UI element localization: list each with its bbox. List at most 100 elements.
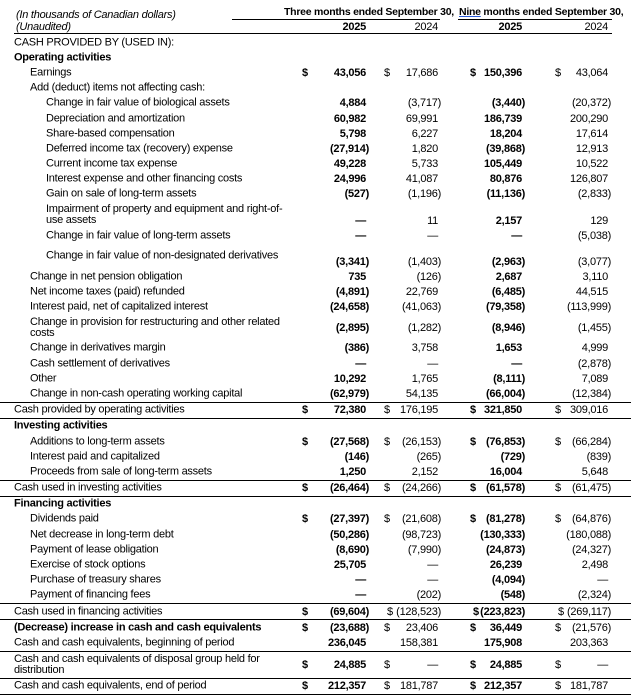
row-label: CASH PROVIDED BY (USED IN): (14, 36, 174, 49)
row-label: Gain on sale of long-term assets (46, 187, 197, 200)
cell-value: (2,324) (577, 589, 611, 602)
cell-value: — (355, 574, 366, 587)
cell-value: 321,850 (483, 404, 522, 417)
currency-symbol: $ (470, 435, 476, 448)
cell-value: (66,004) (486, 387, 525, 400)
cell-value: (269,117) (566, 605, 611, 618)
currency-symbol: $ (558, 605, 564, 618)
table-row: Deferred income tax (recovery) expense (2… (0, 141, 631, 156)
table-row: Depreciation and amortization 60,982 69,99… (0, 111, 631, 126)
cell-value: (1,196) (407, 188, 441, 201)
currency-symbol: $ (555, 513, 561, 526)
currency-symbol: $ (384, 435, 390, 448)
row-label: Investing activities (14, 419, 108, 432)
cell-value: — (597, 658, 608, 671)
row-label: Interest paid and capitalized (30, 450, 160, 463)
cell-value: (3,077) (577, 256, 611, 269)
cell-value: 309,016 (569, 404, 608, 417)
table-row: Change in provision for restructuring an… (0, 315, 631, 341)
cell-value: 212,357 (327, 680, 366, 693)
cell-value: 26,239 (489, 559, 522, 572)
table-row: Net income taxes (paid) refunded (4,891) 2… (0, 284, 631, 299)
cell-value: — (355, 589, 366, 602)
row-label: Operating activities (14, 51, 112, 64)
table-row: CASH PROVIDED BY (USED IN): (0, 35, 631, 50)
cell-value: — (427, 574, 438, 587)
table-row: Net decrease in long-term debt (50,286) (9… (0, 527, 631, 542)
currency-symbol: $ (302, 482, 308, 495)
table-row: Gain on sale of long-term assets (527) (1,… (0, 187, 631, 202)
row-label: Change in fair value of non-designated d… (46, 249, 279, 262)
cell-value: (2,833) (577, 188, 611, 201)
cell-value: 36,449 (489, 621, 522, 634)
row-label: Financing activities (14, 497, 112, 510)
cell-value: 44,515 (575, 286, 608, 299)
cell-value: 16,004 (489, 465, 522, 478)
table-row: Additions to long-term assets $ (27,568) $ (… (0, 434, 631, 449)
cell-value: — (597, 574, 608, 587)
cell-value: (527) (344, 188, 370, 201)
cell-value: 10,522 (575, 158, 608, 171)
cell-value: (202) (416, 589, 442, 602)
cell-value: (98,723) (402, 528, 441, 541)
cell-value: 41,087 (405, 173, 438, 186)
row-label: Change in provision for restructuring an… (30, 315, 280, 339)
cell-value: (7,990) (407, 543, 441, 556)
cell-value: (76,853) (486, 435, 525, 448)
cell-value: 181,787 (399, 680, 438, 693)
cell-value: (24,266) (402, 482, 441, 495)
row-label: Proceeds from sale of long-term assets (30, 465, 212, 478)
table-row: Cash and cash equivalents of disposal gr… (0, 652, 631, 679)
table-row: Operating activities (0, 50, 631, 65)
cell-value: (66,284) (572, 435, 611, 448)
currency-symbol: $ (384, 513, 390, 526)
cell-value: (6,485) (491, 286, 525, 299)
cell-value: (126) (416, 270, 442, 283)
cell-value: 49,228 (333, 158, 366, 171)
table-row: Earnings $43,056 $17,686 $150,396 $43,064 (0, 65, 631, 80)
table-row: Cash used in financing activities $ (69,60… (0, 603, 631, 621)
cell-value: 3,110 (582, 270, 609, 283)
cell-value: (113,999) (566, 301, 611, 314)
cell-value: (26,153) (402, 435, 441, 448)
cell-value: — (355, 229, 366, 242)
currency-symbol: $ (384, 621, 390, 634)
cell-value: 24,996 (333, 173, 366, 186)
table-row: Exercise of stock options 25,705 — 26,239 2,… (0, 557, 631, 572)
row-label: Current income tax expense (46, 157, 178, 170)
unaudited-note: (Unaudited) (16, 21, 71, 33)
table-row: Cash and cash equivalents, end of period… (0, 679, 631, 695)
table-row: Interest paid, net of capitalized intere… (0, 300, 631, 315)
currency-symbol: $ (302, 513, 308, 526)
cell-value: 158,381 (399, 636, 438, 649)
cell-value: 23,406 (405, 621, 438, 634)
cell-value: (1,282) (407, 321, 441, 334)
cell-value: (64,876) (572, 513, 611, 526)
year-col-1: 2025 (342, 21, 367, 33)
cell-value: 5,648 (581, 465, 609, 478)
cell-value: 1,250 (339, 465, 367, 478)
cell-value: (24,327) (572, 543, 611, 556)
cell-value: — (427, 658, 438, 671)
row-label: Purchase of treasury shares (30, 573, 161, 586)
units-note: (In thousands of Canadian dollars) (16, 9, 176, 21)
cell-value: (3,440) (491, 97, 525, 110)
currency-symbol: $ (302, 66, 308, 79)
cell-value: (21,608) (402, 513, 441, 526)
cell-value: (61,475) (572, 482, 611, 495)
currency-symbol: $ (384, 482, 390, 495)
cell-value: (61,578) (486, 482, 525, 495)
cell-value: (265) (416, 450, 442, 463)
cell-value: (69,604) (330, 605, 369, 618)
currency-symbol: $ (470, 658, 476, 671)
row-label: Payment of lease obligation (30, 543, 159, 556)
cell-value: (8,946) (491, 321, 525, 334)
table-row: Change in derivatives margin (386) 3,758 1,… (0, 341, 631, 356)
cell-value: (50,286) (330, 528, 369, 541)
cell-value: (2,895) (335, 321, 369, 334)
cell-value: (81,278) (486, 513, 525, 526)
row-label: Net decrease in long-term debt (30, 528, 174, 541)
cell-value: 10,292 (333, 372, 366, 385)
cell-value: 24,885 (333, 658, 366, 671)
table-row: (Decrease) increase in cash and cash equ… (0, 620, 631, 635)
